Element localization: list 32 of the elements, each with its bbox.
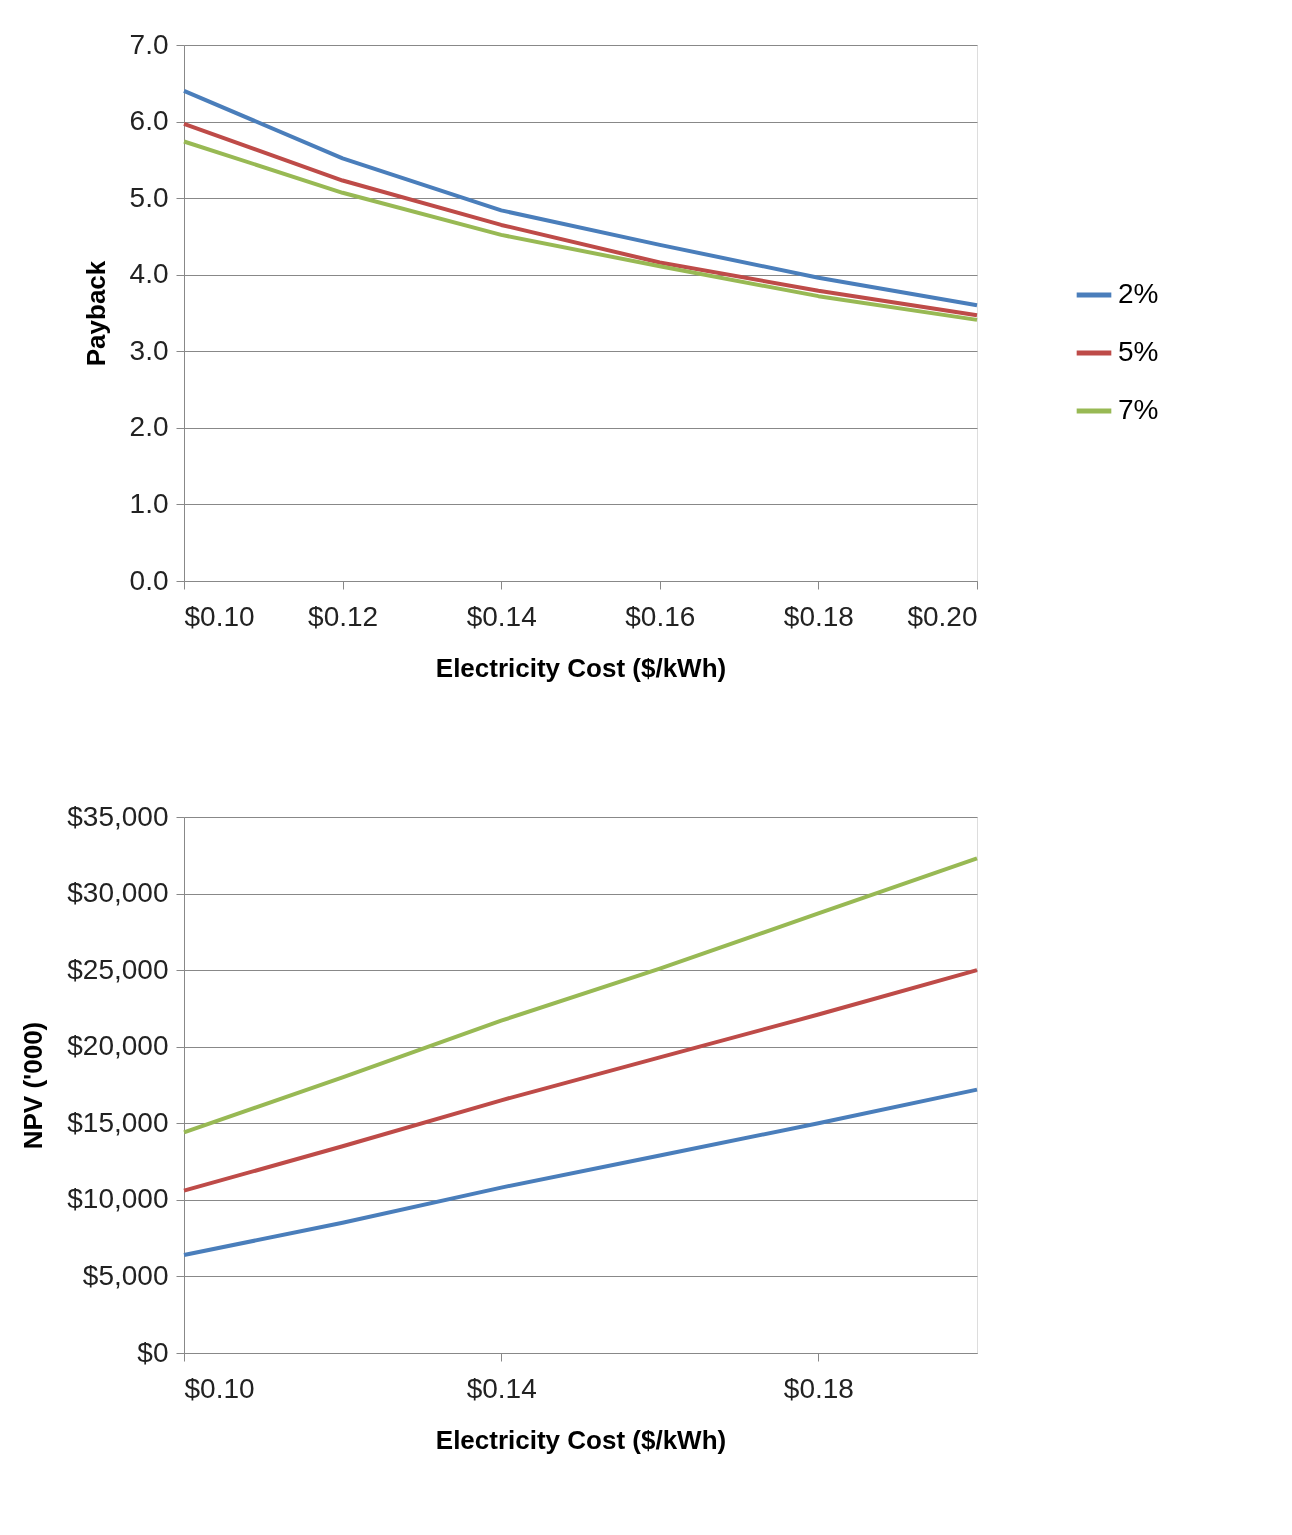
y-tick-label: 4.0	[129, 258, 169, 290]
legend-label: 2%	[1118, 278, 1159, 309]
x-tick-label: $0.18	[783, 1372, 854, 1404]
y-tick-label: 3.0	[129, 334, 169, 366]
y-tick-label: $5,000	[82, 1259, 169, 1291]
y-tick-label: 5.0	[129, 181, 169, 213]
x-tick-label: $0.10	[184, 1372, 255, 1404]
legend-label: 7%	[1118, 394, 1159, 425]
y-tick-label: 7.0	[129, 28, 169, 60]
y-tick-label: $35,000	[67, 800, 169, 832]
y-tick-label: 0.0	[129, 564, 169, 596]
legend-label: 5%	[1118, 336, 1159, 367]
y-tick-label: 6.0	[129, 105, 169, 137]
x-tick-label: $0.16	[625, 600, 696, 632]
y-tick-label: $30,000	[67, 877, 169, 909]
x-tick-label: $0.18	[783, 600, 854, 632]
y-tick-label: 2.0	[129, 411, 169, 443]
x-tick-label: $0.14	[466, 600, 537, 632]
x-tick-label: $0.12	[308, 600, 379, 632]
y-axis-title: Payback	[80, 260, 111, 367]
x-axis-title: Electricity Cost ($/kWh)	[435, 1424, 727, 1455]
x-axis-title: Electricity Cost ($/kWh)	[435, 652, 727, 683]
y-tick-label: $0	[137, 1336, 169, 1368]
y-tick-label: $15,000	[67, 1106, 169, 1138]
y-tick-label: $20,000	[67, 1030, 169, 1062]
y-tick-label: $25,000	[67, 953, 169, 985]
y-tick-label: 1.0	[129, 487, 169, 519]
y-tick-label: $10,000	[67, 1183, 169, 1215]
y-axis-title: NPV ('000)	[18, 1021, 49, 1150]
x-tick-label: $0.10	[184, 600, 255, 632]
x-tick-label: $0.20	[907, 600, 978, 632]
x-tick-label: $0.14	[466, 1372, 537, 1404]
